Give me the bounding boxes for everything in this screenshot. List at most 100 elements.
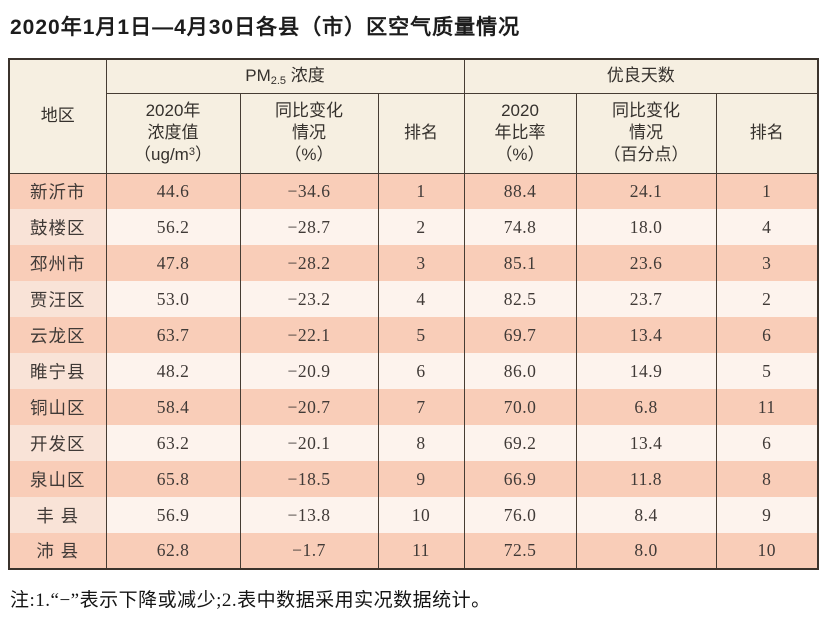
pm-value-cell: 62.8 <box>105 533 241 569</box>
pm-suffix-label: 浓度 <box>290 65 325 85</box>
region-cell: 云龙区 <box>8 317 107 353</box>
good-rate-cell: 88.4 <box>463 173 577 209</box>
good-change-cell: 13.4 <box>575 425 717 461</box>
good-rank-cell: 10 <box>715 533 819 569</box>
good-change-cell: 11.8 <box>575 461 717 497</box>
group-header-row: 地区 PM2.5 浓度 优良天数 <box>8 58 819 174</box>
table-row: 鼓楼区 56.2 −28.7 2 74.8 18.0 4 <box>8 209 819 245</box>
pm-rank-cell: 10 <box>377 497 465 533</box>
pm-rank-cell: 1 <box>377 173 465 209</box>
region-cell: 铜山区 <box>8 389 107 425</box>
pm-value-header-line2: 浓度值 <box>147 122 199 142</box>
good-rate-header-unit: （%） <box>495 145 545 165</box>
good-change-header-line2: 情况 <box>629 122 663 142</box>
good-rank-cell: 6 <box>715 317 819 353</box>
pm-change-column-header: 同比变化 情况 （%） <box>239 92 379 174</box>
pm-rank-cell: 9 <box>377 461 465 497</box>
good-change-cell: 23.7 <box>575 281 717 317</box>
good-change-cell: 8.0 <box>575 533 717 569</box>
good-rate-cell: 74.8 <box>463 209 577 245</box>
table-row: 泉山区 65.8 −18.5 9 66.9 11.8 8 <box>8 461 819 497</box>
cube-superscript: 3 <box>188 146 195 159</box>
good-rate-header-line2: 年比率 <box>494 122 546 142</box>
pm-value-cell: 63.2 <box>105 425 241 461</box>
table-row: 邳州市 47.8 −28.2 3 85.1 23.6 3 <box>8 245 819 281</box>
pm-change-cell: −20.7 <box>239 389 379 425</box>
pm-value-cell: 53.0 <box>105 281 241 317</box>
good-rank-cell: 11 <box>715 389 819 425</box>
region-cell: 贾汪区 <box>8 281 107 317</box>
pm-subscript: 2.5 <box>270 74 287 87</box>
pm-value-cell: 47.8 <box>105 245 241 281</box>
region-cell: 邳州市 <box>8 245 107 281</box>
pm-value-cell: 58.4 <box>105 389 241 425</box>
pm-change-cell: −28.2 <box>239 245 379 281</box>
region-column-header: 地区 <box>8 58 107 174</box>
pm-rank-cell: 11 <box>377 533 465 569</box>
good-rate-cell: 70.0 <box>463 389 577 425</box>
pm-change-header-line2: 情况 <box>292 122 326 142</box>
good-rate-cell: 86.0 <box>463 353 577 389</box>
pm-change-cell: −1.7 <box>239 533 379 569</box>
region-cell: 沛 县 <box>8 533 107 569</box>
table-body: 新沂市 44.6 −34.6 1 88.4 24.1 1 鼓楼区 56.2 −2… <box>8 173 819 569</box>
table-row: 睢宁县 48.2 −20.9 6 86.0 14.9 5 <box>8 353 819 389</box>
good-change-header-line1: 同比变化 <box>612 100 680 120</box>
pm-value-cell: 65.8 <box>105 461 241 497</box>
pm-change-header-line1: 同比变化 <box>275 100 343 120</box>
good-rate-cell: 85.1 <box>463 245 577 281</box>
good-rate-column-header: 2020 年比率 （%） <box>463 92 577 174</box>
good-change-cell: 14.9 <box>575 353 717 389</box>
good-rank-column-header: 排名 <box>715 92 819 174</box>
pm-rank-cell: 3 <box>377 245 465 281</box>
good-rank-cell: 8 <box>715 461 819 497</box>
good-rate-cell: 69.2 <box>463 425 577 461</box>
pm-change-header-unit: （%） <box>284 145 334 165</box>
region-cell: 鼓楼区 <box>8 209 107 245</box>
page-title: 2020年1月1日—4月30日各县（市）区空气质量情况 <box>10 16 521 39</box>
pm-value-header-unit: （ug/m <box>134 145 189 165</box>
good-rate-cell: 76.0 <box>463 497 577 533</box>
pm-change-cell: −20.1 <box>239 425 379 461</box>
good-change-cell: 13.4 <box>575 317 717 353</box>
good-rank-cell: 6 <box>715 425 819 461</box>
good-change-cell: 18.0 <box>575 209 717 245</box>
region-cell: 新沂市 <box>8 173 107 209</box>
sub-header-row: 2020年 浓度值 （ug/m3） 同比变化 情况 （%） 排名 2020 年比… <box>9 92 819 174</box>
good-change-header-unit: （百分点） <box>603 145 689 165</box>
pm-change-cell: −22.1 <box>239 317 379 353</box>
table-row: 开发区 63.2 −20.1 8 69.2 13.4 6 <box>8 425 819 461</box>
pm-rank-column-header: 排名 <box>377 92 465 174</box>
pm-change-cell: −23.2 <box>239 281 379 317</box>
pm-change-cell: −20.9 <box>239 353 379 389</box>
table-row: 铜山区 58.4 −20.7 7 70.0 6.8 11 <box>8 389 819 425</box>
pm-value-cell: 63.7 <box>105 317 241 353</box>
pm-value-cell: 48.2 <box>105 353 241 389</box>
pm-value-column-header: 2020年 浓度值 （ug/m3） <box>105 92 241 174</box>
good-rate-cell: 82.5 <box>463 281 577 317</box>
good-rate-cell: 72.5 <box>463 533 577 569</box>
pm-rank-cell: 2 <box>377 209 465 245</box>
pm-change-cell: −13.8 <box>239 497 379 533</box>
table-row: 沛 县 62.8 −1.7 11 72.5 8.0 10 <box>8 533 819 569</box>
table-row: 贾汪区 53.0 −23.2 4 82.5 23.7 2 <box>8 281 819 317</box>
good-rate-cell: 69.7 <box>463 317 577 353</box>
good-rank-cell: 9 <box>715 497 819 533</box>
region-cell: 丰 县 <box>8 497 107 533</box>
good-rank-cell: 2 <box>715 281 819 317</box>
pm-label: PM <box>245 65 271 85</box>
pm-value-cell: 44.6 <box>105 173 241 209</box>
pm-change-cell: −34.6 <box>239 173 379 209</box>
region-cell: 开发区 <box>8 425 107 461</box>
table-row: 丰 县 56.9 −13.8 10 76.0 8.4 9 <box>8 497 819 533</box>
pm-change-cell: −28.7 <box>239 209 379 245</box>
good-change-cell: 23.6 <box>575 245 717 281</box>
table-row: 新沂市 44.6 −34.6 1 88.4 24.1 1 <box>8 173 819 209</box>
pm-rank-cell: 6 <box>377 353 465 389</box>
good-change-cell: 8.4 <box>575 497 717 533</box>
footnote: 注:1.“−”表示下降或减少;2.表中数据采用实况数据统计。 <box>10 590 491 611</box>
pm-value-cell: 56.2 <box>105 209 241 245</box>
pm-value-header-line1: 2020年 <box>145 100 201 120</box>
region-cell: 睢宁县 <box>8 353 107 389</box>
good-rank-cell: 5 <box>715 353 819 389</box>
